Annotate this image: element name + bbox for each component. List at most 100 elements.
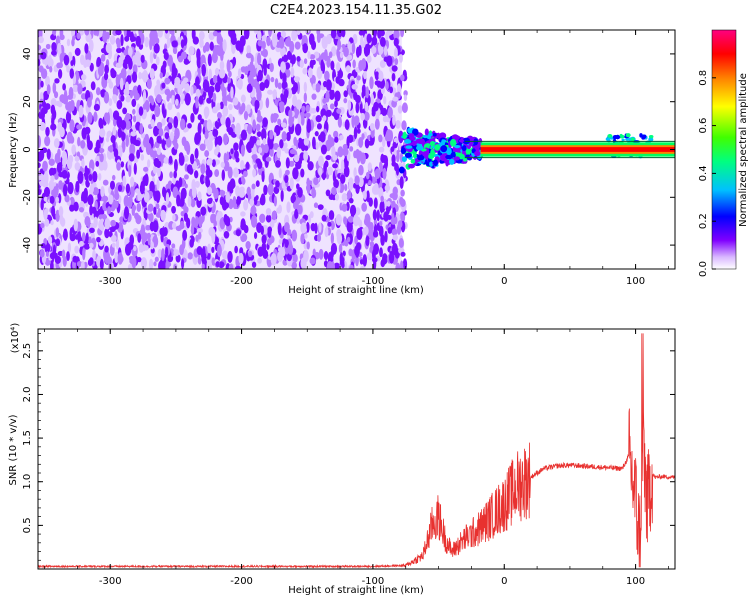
noise-blob (112, 200, 119, 209)
noise-blob (396, 83, 402, 95)
noise-blob (340, 159, 345, 172)
noise-blob (106, 131, 110, 140)
noise-blob (380, 234, 385, 246)
noise-blob (356, 227, 363, 240)
colorbar-tick-label: 0.2 (698, 213, 709, 229)
noise-blob (278, 168, 282, 179)
noise-blob (59, 214, 64, 226)
noise-blob (307, 214, 312, 224)
y-tick-label: 2.5 (22, 343, 33, 359)
noise-blob (52, 167, 57, 175)
noise-blob (110, 234, 117, 243)
noise-blob (195, 95, 199, 109)
noise-blob (130, 133, 137, 146)
noise-blob (54, 78, 60, 84)
noise-blob (306, 241, 310, 250)
noise-blob (199, 174, 205, 185)
noise-blob (263, 184, 268, 196)
noise-blob (283, 142, 288, 149)
y-tick-label: -40 (22, 237, 33, 253)
noise-blob (126, 30, 132, 38)
noise-blob (286, 131, 291, 142)
noise-blob (253, 231, 258, 240)
figure-title: C2E4.2023.154.11.35.G02 (270, 3, 442, 18)
noise-blob (109, 35, 116, 45)
noise-blob (403, 90, 408, 97)
noise-blob (347, 134, 354, 143)
noise-blob (365, 235, 370, 247)
noise-blob (355, 246, 360, 258)
noise-blob (306, 177, 310, 188)
noise-blob (109, 226, 116, 233)
noise-blob (116, 162, 121, 171)
noise-blob (286, 253, 292, 262)
noise-blob (269, 62, 274, 73)
noise-blob (391, 73, 396, 82)
snr-series-line (38, 333, 675, 569)
noise-blob (344, 183, 348, 192)
noise-blob (129, 143, 136, 156)
noise-blob (187, 122, 192, 129)
noise-blob (171, 94, 175, 105)
noise-blob (59, 126, 65, 138)
noise-blob (339, 134, 344, 141)
noise-blob (140, 153, 145, 161)
late-spread-blob (607, 134, 613, 138)
noise-blob (149, 180, 155, 194)
noise-blob (255, 123, 261, 132)
noise-blob (181, 51, 187, 60)
noise-blob (259, 82, 266, 92)
noise-blob (391, 228, 398, 236)
noise-blob (117, 252, 123, 265)
noise-blob (343, 97, 348, 104)
noise-blob (99, 152, 104, 163)
noise-blob (72, 35, 76, 41)
noise-blob (372, 209, 377, 221)
noise-blob (47, 57, 54, 68)
noise-blob (303, 150, 309, 162)
noise-blob (84, 215, 91, 227)
noise-blob (66, 157, 73, 170)
x-tick-label: -300 (99, 276, 122, 287)
noise-blob (397, 105, 403, 114)
noise-blob (380, 153, 385, 163)
noise-blob (337, 39, 342, 51)
noise-blob (116, 100, 123, 110)
noise-blob (361, 133, 365, 140)
noise-blob (55, 227, 60, 238)
noise-blob (246, 83, 253, 93)
noise-blob (162, 60, 167, 69)
noise-blob (291, 30, 298, 42)
noise-blob (83, 243, 90, 250)
noise-blob (327, 134, 332, 144)
noise-blob (334, 193, 340, 201)
noise-blob (186, 164, 193, 174)
noise-blob (179, 244, 184, 256)
noise-blob (267, 238, 273, 246)
noise-blob (67, 242, 72, 253)
noise-blob (403, 94, 408, 102)
noise-blob (103, 91, 110, 104)
noise-blob (205, 175, 210, 185)
noise-blob (383, 45, 388, 57)
x-tick-label: 0 (501, 576, 507, 587)
noise-blob (335, 213, 343, 226)
noise-blob (341, 203, 348, 212)
noise-blob (66, 131, 73, 144)
noise-blob (294, 123, 302, 136)
noise-blob (140, 133, 146, 139)
noise-blob (332, 154, 338, 161)
noise-blob (38, 175, 44, 181)
noise-blob (201, 263, 205, 269)
noise-blob (120, 34, 124, 47)
noise-blob (194, 215, 199, 228)
noise-blob (164, 77, 171, 85)
noise-blob (227, 250, 233, 263)
noise-blob (45, 243, 51, 251)
noise-blob (352, 59, 356, 69)
noise-blob (220, 80, 225, 93)
noise-blob (197, 114, 202, 121)
noise-blob (361, 84, 366, 94)
noise-blob (156, 79, 161, 86)
noise-blob (261, 234, 267, 245)
